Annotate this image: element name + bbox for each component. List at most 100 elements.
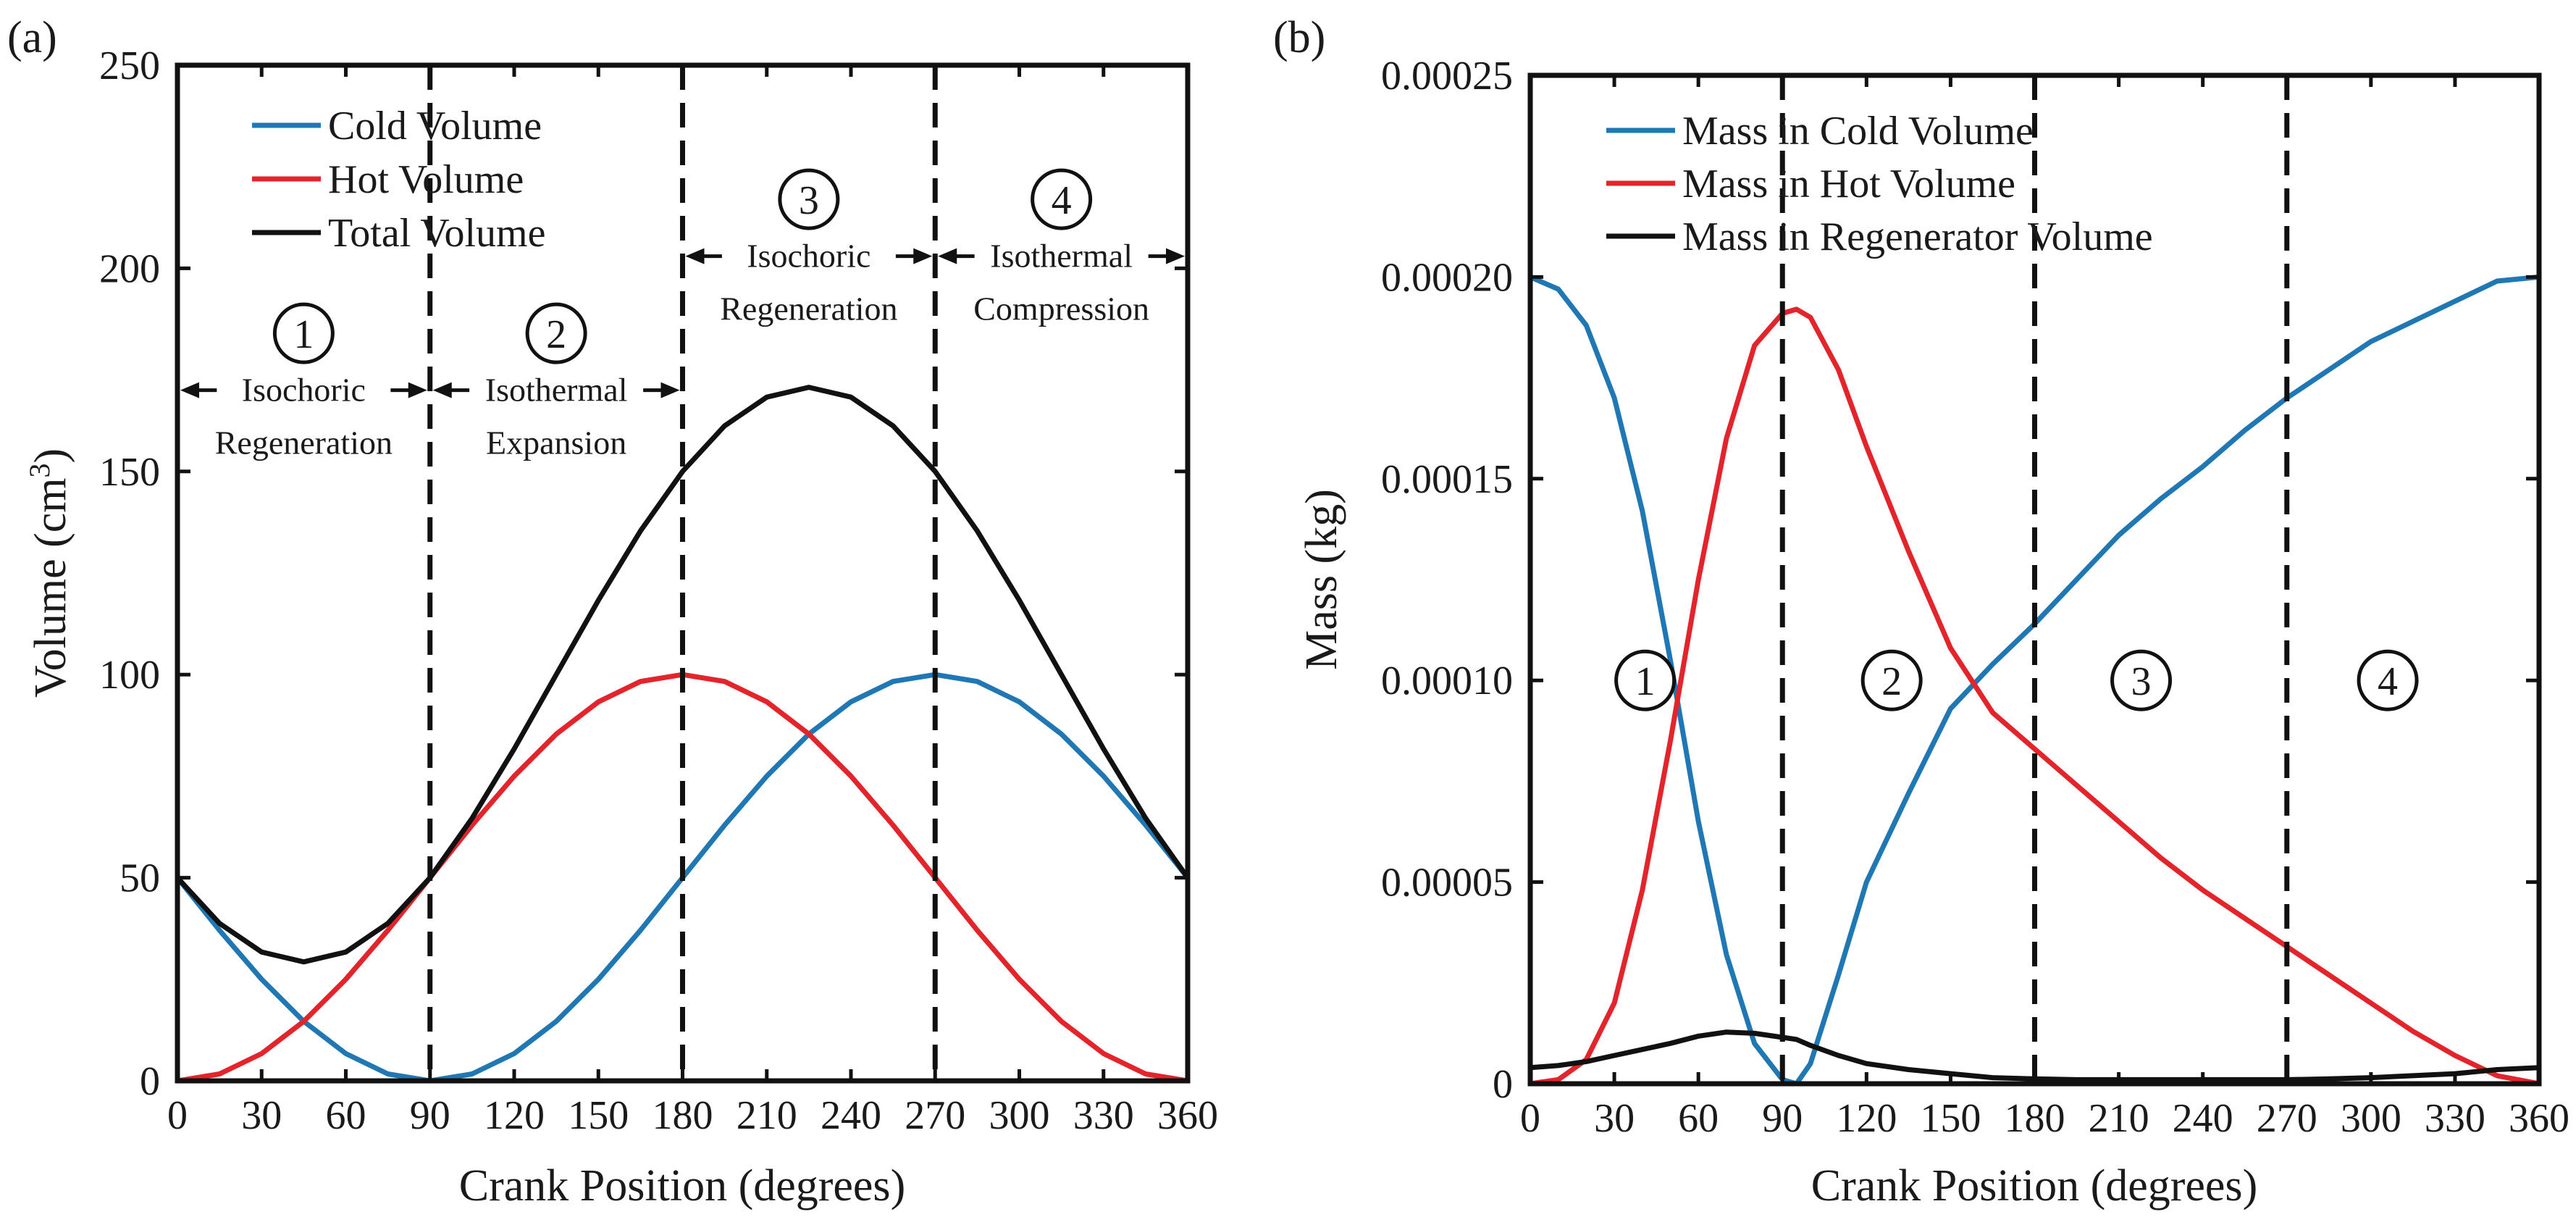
a-x-tick-label: 150	[568, 1093, 629, 1138]
panel-b-legend: Mass in Cold Volume Mass in Hot Volume Mas…	[1606, 109, 2153, 259]
a-phase-name-line1: Isothermal	[990, 238, 1133, 275]
a-y-tick-label: 200	[99, 246, 160, 291]
b-phase-number: 4	[2378, 659, 2398, 704]
a-phase-number-circle	[272, 302, 335, 364]
b-y-tick-label: 0.00010	[1381, 659, 1513, 703]
a-phase-name-line2: Regeneration	[720, 290, 897, 327]
b-phase-number-circle	[1860, 649, 1923, 711]
a-x-tick-label: 120	[484, 1093, 545, 1138]
a-phase-arrowhead-left	[180, 382, 199, 398]
a-x-tick-label: 90	[410, 1093, 450, 1138]
a-x-tick-label: 60	[326, 1093, 366, 1138]
panel-b-phase-annotations: 1 2 3 4	[1614, 649, 2419, 711]
b-y-tick-label: 0.00025	[1381, 54, 1513, 99]
a-phase-name-line1: Isochoric	[242, 372, 366, 409]
panel-b-x-axis-title: Crank Position (degrees)	[1811, 1161, 2257, 1211]
a-phase-label-background	[974, 234, 1149, 275]
a-phase-arrowhead-right	[408, 382, 427, 398]
b-series-mass-in-regenerator-volume-line	[1527, 1029, 2542, 1082]
a-phase-arrowhead-left	[685, 248, 705, 264]
a-series-total-volume-line	[175, 385, 1191, 965]
a-phase-arrowhead-left	[432, 382, 452, 398]
b-x-tick-label: 360	[2509, 1096, 2569, 1141]
a-x-tick-label: 180	[653, 1093, 713, 1138]
panel-b-x-axis: 0 30 60 90 120 150 180 210 240 270 300 330 360	[1520, 75, 2569, 1141]
panel-b-curves	[1527, 274, 2542, 1087]
b-x-tick-label: 60	[1678, 1096, 1719, 1141]
panel-b-mass-chart: (b) 0 30 60 90 120 150 180 210 240 270 300 330 360 0…	[1273, 13, 2569, 1211]
b-x-tick-label: 270	[2257, 1096, 2317, 1141]
b-series-mass-in-hot-volume-line	[1527, 306, 2542, 1087]
b-legend-label: Mass in Cold Volume	[1682, 109, 2034, 154]
a-x-tick-label: 300	[989, 1093, 1050, 1138]
b-x-tick-label: 30	[1594, 1096, 1635, 1141]
panel-a-y-axis-title-close: )	[26, 448, 75, 464]
b-phase-number: 1	[1635, 659, 1656, 704]
a-legend-label: Hot Volume	[328, 157, 524, 202]
a-phase-number-circle	[778, 168, 840, 230]
a-x-tick-label: 330	[1073, 1093, 1134, 1138]
b-x-tick-label: 120	[1836, 1096, 1897, 1141]
a-phase-label-background	[721, 234, 896, 275]
b-phase-number-circle	[2357, 649, 2419, 711]
panel-a-phase-annotations: 1 Isochoric Regeneration 2 Isothermal Expansi…	[180, 168, 1185, 461]
a-x-tick-label: 360	[1157, 1093, 1218, 1138]
a-phase-name-line2: Expansion	[486, 425, 626, 461]
a-y-tick-label: 100	[99, 653, 160, 698]
panel-a-x-axis: 0 30 60 90 120 150 180 210 240 270 300 330 360	[167, 65, 1218, 1138]
a-phase-number: 1	[293, 312, 314, 357]
panel-a-y-axis-title: Volume (cm3)	[23, 448, 76, 698]
a-x-tick-label: 30	[241, 1093, 282, 1138]
a-phase-arrowhead-right	[1166, 248, 1185, 264]
b-phase-number: 2	[1881, 659, 1902, 704]
a-phase-number: 3	[799, 178, 819, 223]
panel-a-y-axis-title-superscript: 3	[23, 464, 56, 478]
b-series-mass-in-cold-volume-line	[1527, 274, 2542, 1087]
a-phase-number-circle	[525, 302, 587, 364]
b-y-tick-label: 0.00020	[1381, 255, 1513, 300]
a-phase-arrowhead-right	[660, 382, 680, 398]
b-x-tick-label: 180	[2005, 1096, 2065, 1141]
a-phase-number: 2	[546, 312, 566, 357]
a-y-tick-label: 250	[99, 43, 160, 88]
a-legend-label: Cold Volume	[328, 104, 542, 149]
panel-b-y-axis-title: Mass (kg)	[1297, 489, 1346, 670]
b-legend-label: Mass in Regenerator Volume	[1682, 214, 2153, 259]
a-x-tick-label: 210	[737, 1093, 797, 1138]
a-x-tick-label: 240	[821, 1093, 881, 1138]
b-x-tick-label: 0	[1520, 1096, 1540, 1141]
panel-b-label: (b)	[1273, 13, 1325, 62]
b-phase-number-circle	[2110, 649, 2173, 711]
a-x-tick-label: 270	[905, 1093, 965, 1138]
a-phase-label-background	[217, 368, 391, 409]
panel-a-x-axis-title: Crank Position (degrees)	[459, 1161, 905, 1211]
a-phase-arrowhead-left	[938, 248, 957, 264]
panel-b-y-axis: 0 0.00005 0.00010 0.00015 0.00020 0.00025	[1381, 54, 2539, 1107]
b-x-tick-label: 210	[2089, 1096, 2149, 1141]
b-y-tick-label: 0.00005	[1381, 861, 1513, 906]
b-x-tick-label: 240	[2173, 1096, 2233, 1141]
panel-a-y-axis-title-main: Volume (cm	[26, 478, 75, 698]
a-y-tick-label: 150	[99, 450, 160, 495]
a-y-tick-label: 50	[119, 856, 160, 901]
b-x-tick-label: 330	[2425, 1096, 2485, 1141]
a-y-tick-label: 0	[140, 1059, 160, 1104]
a-phase-name-line2: Compression	[973, 290, 1149, 327]
panel-a-label: (a)	[7, 13, 57, 62]
panel-a-y-axis: 0 50 100 150 200 250	[99, 43, 1188, 1104]
a-phase-label-background	[469, 368, 644, 409]
b-x-tick-label: 90	[1762, 1096, 1803, 1141]
b-legend-label: Mass in Hot Volume	[1682, 162, 2015, 206]
panel-a-legend: Cold Volume Hot Volume Total Volume	[252, 104, 545, 256]
a-legend-label: Total Volume	[328, 211, 545, 256]
panel-a-phase-dividers	[427, 65, 938, 1081]
panel-a-volume-chart: (a) 0 30 60 90 120 150 180 210 240 270 300 330 360 0…	[7, 13, 1218, 1211]
b-phase-number: 3	[2131, 659, 2152, 704]
a-phase-number-circle	[1031, 168, 1093, 230]
b-phase-number-circle	[1614, 649, 1677, 711]
a-phase-arrowhead-right	[913, 248, 933, 264]
b-x-tick-label: 300	[2341, 1096, 2401, 1141]
a-x-tick-label: 0	[167, 1093, 188, 1138]
a-phase-name-line1: Isochoric	[747, 238, 870, 275]
